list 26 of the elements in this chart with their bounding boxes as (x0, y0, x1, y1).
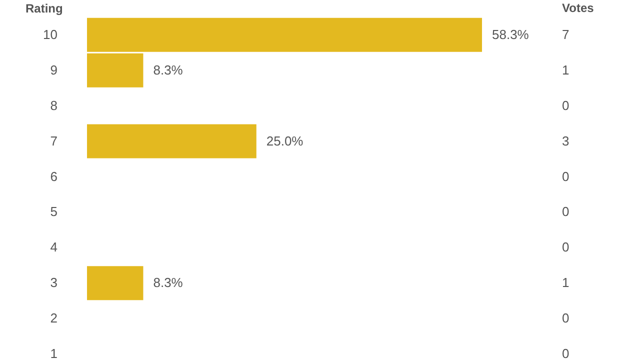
y-tick-label: 4 (50, 240, 58, 255)
y2-tick-label: 0 (562, 168, 570, 184)
y2-tick-label: 1 (562, 275, 570, 290)
y2-tick-label: 7 (562, 26, 570, 42)
y2-tick-label: 0 (562, 240, 570, 255)
y-tick-label: 5 (50, 204, 58, 220)
text: Votes (562, 1, 594, 15)
y-tick-label: 10 (43, 26, 58, 42)
y2-tick-label: 0 (562, 310, 570, 326)
y-tick-label: 3 (50, 275, 58, 290)
y-axis-title: Rating (26, 2, 63, 16)
y-tick-label: 6 (50, 168, 58, 184)
y2-tick-label: 1 (562, 62, 570, 78)
y2-tick-label: 0 (562, 204, 570, 220)
y-tick-label: 8 (50, 98, 58, 113)
y2-tick-label: 3 (562, 133, 570, 148)
y-tick-label: 2 (50, 310, 58, 326)
data-label: 58.3% (492, 26, 530, 42)
y2-tick-label: 0 (562, 346, 570, 360)
y-tick-label: 1 (50, 346, 58, 360)
y2-tick-label: 0 (562, 98, 570, 113)
data-label: 8.3% (153, 62, 184, 78)
y-tick-label: 9 (50, 62, 58, 78)
y-tick-label: 7 (50, 133, 58, 148)
data-label: 25.0% (266, 133, 304, 148)
data-label: 8.3% (153, 275, 184, 290)
